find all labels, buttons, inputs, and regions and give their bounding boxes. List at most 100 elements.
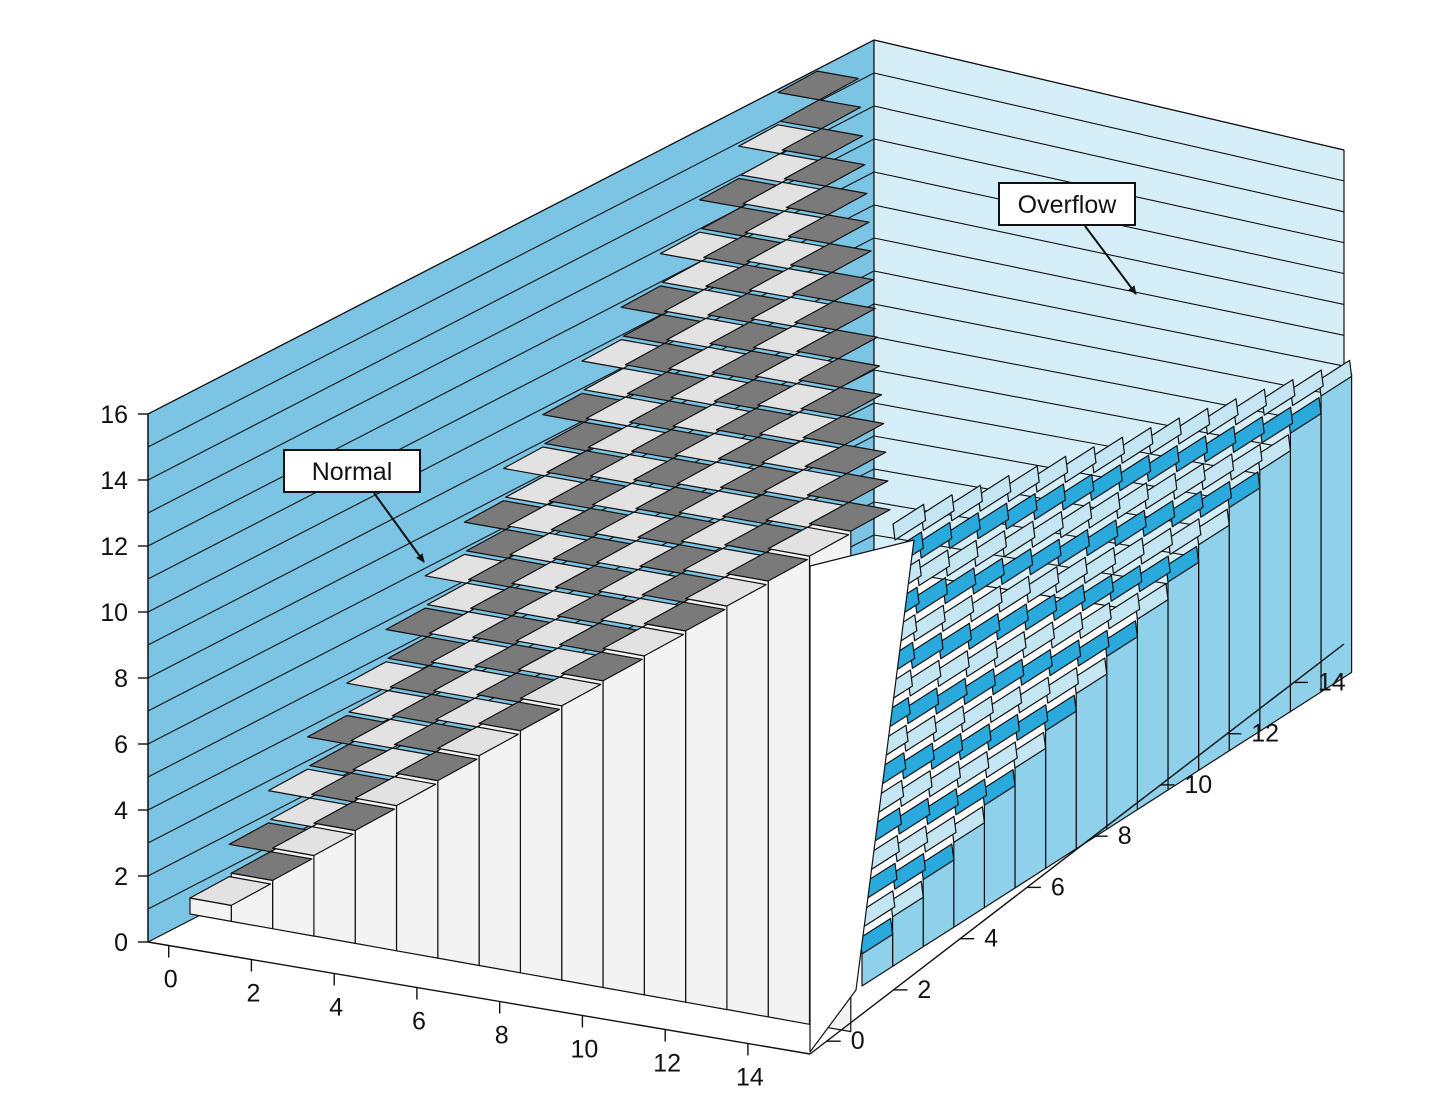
bar-normal-top-2-0 [272, 826, 354, 857]
y-axis-tick-label-14: 14 [1318, 668, 1346, 696]
chart-axes: 0 2 4 6 8 10 12 14 16 0 2 4 6 8 10 12 14 0 2 4 6 8 10 12 14 [100, 401, 1346, 1092]
bar-normal-front-6 [437, 747, 480, 967]
bar-normal-top-12-3 [802, 415, 885, 446]
callout-normal: Normal [283, 449, 425, 563]
callout-overflow: Overflow [998, 182, 1137, 295]
bar-overflow-front-8 [1106, 634, 1139, 830]
bar-normal-top-10-5 [798, 358, 881, 388]
bar-overflow-front-14 [1289, 411, 1322, 713]
chart-bars [189, 70, 1353, 1053]
back-wall-gridline-15 [873, 72, 1345, 182]
bar-normal-top-11-4 [800, 386, 883, 417]
back-wall-gridline-9 [873, 270, 1345, 367]
y-axis-tick-label-12: 12 [1251, 720, 1279, 748]
callout-overflow-text: Overflow [1018, 191, 1118, 219]
bar-normal-top-14-1 [806, 473, 889, 503]
bar-normal-front-13 [726, 572, 769, 1018]
chart-callouts: Normal Overflow [283, 182, 1137, 563]
x-axis-tick-label-8: 8 [495, 1022, 509, 1050]
back-wall-gridline-14 [873, 105, 1345, 213]
bar-normal-top-7-0 [478, 701, 561, 732]
callout-overflow-box [998, 182, 1136, 226]
y-axis-tick-label-4: 4 [984, 925, 998, 953]
bar-normal-top-11-0 [643, 601, 726, 632]
bar-overflow-front-12 [1228, 485, 1261, 752]
y-axis-tick-label-6: 6 [1051, 873, 1065, 901]
left-wall-gridline-15 [147, 72, 875, 448]
y-axis-tick-label-2: 2 [917, 976, 931, 1004]
z-axis-tick-label-8: 8 [114, 665, 128, 693]
x-axis-tick-label-10: 10 [570, 1036, 598, 1064]
bar-normal-top-8-0 [519, 676, 602, 707]
callout-normal-arrow [373, 492, 425, 563]
bar-normal-top-0-0 [189, 875, 272, 907]
bar-normal-top-5-10 [787, 214, 870, 245]
bar-normal-top-13-2 [804, 444, 887, 475]
bar-overflow-front-10 [1167, 559, 1200, 791]
bar-normal-front-10 [602, 647, 645, 996]
bar-normal-top-1-0 [230, 851, 313, 882]
x-axis-tick-label-12: 12 [653, 1050, 681, 1078]
y-axis-tick-label-0: 0 [851, 1027, 865, 1055]
bar-normal-top-4-0 [354, 776, 437, 807]
z-axis-tick-label-6: 6 [114, 731, 128, 759]
bar-normal-top-9-6 [796, 329, 879, 360]
bar-normal-top-4-11 [785, 185, 868, 216]
bar-normal-top-5-0 [395, 751, 478, 782]
bar-normal-top-2-13 [781, 128, 864, 158]
back-wall-gridline-11 [873, 204, 1345, 305]
bar-normal-top-6-9 [789, 243, 872, 273]
x-axis-tick-label-2: 2 [246, 980, 260, 1008]
x-axis-tick-label-14: 14 [736, 1064, 764, 1092]
callout-overflow-arrow [1084, 225, 1137, 295]
bar-normal-top-3-0 [313, 801, 395, 832]
callout-normal-text: Normal [312, 458, 393, 486]
back-wall-gridline-6 [873, 369, 1345, 460]
bar-normal-front-14 [767, 548, 811, 1025]
z-axis-tick-label-4: 4 [114, 797, 128, 825]
bar-normal-front-11 [643, 622, 687, 1003]
bar-normal-top-9-0 [561, 651, 643, 682]
bar-overflow-front-11 [1197, 522, 1230, 772]
bar-normal-top-1-14 [779, 99, 862, 130]
bar-overflow-front-9 [1136, 596, 1169, 811]
x-axis-tick-label-0: 0 [164, 966, 178, 994]
z-axis-tick-label-12: 12 [100, 533, 128, 561]
z-axis-tick-label-16: 16 [100, 401, 128, 429]
bar-normal-top-6-0 [437, 726, 519, 757]
bar-normal-top-8-7 [794, 300, 876, 331]
left-wall-gridline-16 [147, 39, 875, 415]
callout-normal-box [283, 449, 421, 493]
bar-normal-front-12 [684, 597, 728, 1011]
bar-overflow-top-15-0 [892, 503, 927, 541]
z-axis-tick-label-10: 10 [100, 599, 128, 627]
bar-normal-end-face [809, 539, 915, 1053]
back-wall-gridline-8 [873, 303, 1345, 398]
x-axis-tick-label-6: 6 [412, 1008, 426, 1036]
bar-normal-top-14-0 [767, 526, 850, 557]
bar-normal-top-7-8 [792, 271, 874, 302]
y-axis-line [809, 643, 1345, 1055]
bar-normal-top-13-0 [726, 551, 809, 582]
z-axis-tick-label-0: 0 [114, 929, 128, 957]
z-axis-tick-label-2: 2 [114, 863, 128, 891]
x-axis-tick-label-4: 4 [329, 994, 343, 1022]
bar-overflow-front-15 [1320, 373, 1353, 693]
y-axis-tick-label-10: 10 [1184, 771, 1212, 799]
bar-normal-top-3-12 [783, 156, 866, 187]
bar-normal-top-10-0 [602, 626, 685, 657]
y-axis-tick-label-8: 8 [1118, 822, 1132, 850]
x-axis-line [147, 941, 811, 1055]
bar-overflow-front-7 [1075, 671, 1108, 850]
back-wall-gridline-10 [873, 237, 1345, 336]
bar-overflow-front-6 [1044, 708, 1077, 870]
back-wall-gridline-16 [873, 39, 1345, 151]
bar-normal-front-8 [519, 697, 563, 981]
z-axis-tick-label-14: 14 [100, 467, 128, 495]
bar-overflow-front-5 [1014, 745, 1047, 889]
bar-normal-top-12-0 [684, 576, 767, 607]
bar-normal-front-7 [478, 722, 522, 974]
bar-normal-top-0-15 [777, 70, 860, 101]
bar-normal-top-15-0 [808, 501, 891, 532]
